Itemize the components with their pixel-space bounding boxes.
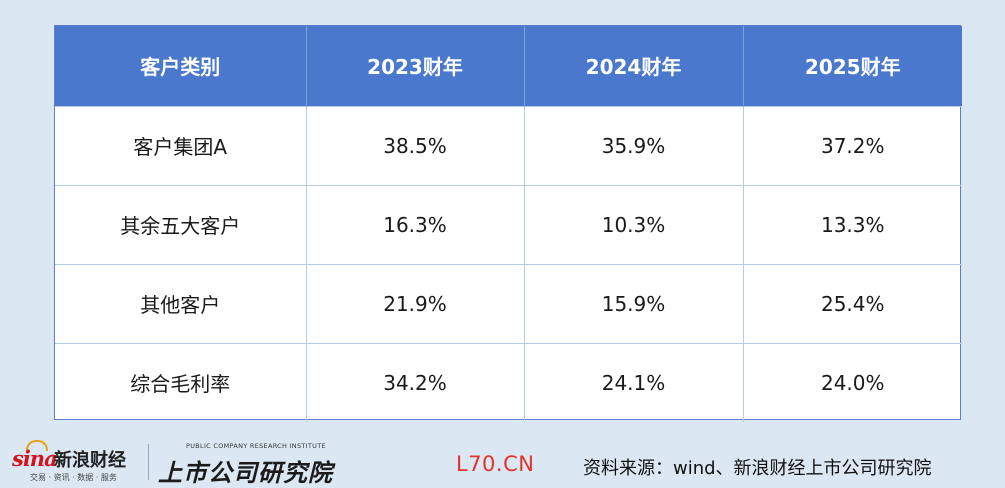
data-source-note: 资料来源：wind、新浪财经上市公司研究院 [583, 458, 932, 479]
header-fy2024: 2024财年 [524, 26, 744, 106]
cell-value: 21.9% [306, 263, 525, 343]
row-label: 其余五大客户 [55, 184, 307, 264]
header-fy2023: 2023财年 [306, 26, 525, 106]
data-table-container: 客户类别 2023财年 2024财年 2025财年 客户集团A 38.5% 35… [54, 25, 962, 422]
header-customer-category: 客户类别 [55, 26, 307, 106]
sina-logo-mark: sina [12, 446, 58, 471]
institute-name-cn: 上市公司研究院 [158, 458, 333, 487]
table-row: 客户集团A 38.5% 35.9% 37.2% [55, 105, 962, 185]
sina-eye-icon [26, 440, 48, 451]
cell-value: 38.5% [306, 105, 525, 185]
footer-bar: sina 新浪财经 交易 · 资讯 · 数据 · 服务 PUBLIC COMPA… [0, 430, 1005, 487]
sina-logo-tagline: 交易 · 资讯 · 数据 · 服务 [30, 473, 117, 482]
table-row: 综合毛利率 34.2% 24.1% 24.0% [55, 342, 962, 422]
table-row: 其余五大客户 16.3% 10.3% 13.3% [55, 184, 962, 264]
cell-value: 24.0% [743, 342, 962, 422]
logo-divider [148, 444, 149, 480]
header-fy2025: 2025财年 [743, 26, 962, 106]
cell-value: 25.4% [743, 263, 962, 343]
cell-value: 13.3% [743, 184, 962, 264]
cell-value: 34.2% [306, 342, 525, 422]
research-institute-logo: PUBLIC COMPANY RESEARCH INSTITUTE 上市公司研究… [156, 442, 346, 487]
cell-value: 16.3% [306, 184, 525, 264]
table-row: 其他客户 21.9% 15.9% 25.4% [55, 263, 962, 343]
watermark-text: L70.CN [456, 452, 535, 476]
customer-margin-table: 客户类别 2023财年 2024财年 2025财年 客户集团A 38.5% 35… [55, 26, 962, 422]
row-label: 客户集团A [55, 105, 307, 185]
table-header-row: 客户类别 2023财年 2024财年 2025财年 [55, 26, 962, 106]
cell-value: 10.3% [524, 184, 744, 264]
cell-value: 24.1% [524, 342, 744, 422]
cell-value: 35.9% [524, 105, 744, 185]
row-label: 其他客户 [55, 263, 307, 343]
sina-logo-name: 新浪财经 [54, 450, 126, 471]
institute-name-en: PUBLIC COMPANY RESEARCH INSTITUTE [186, 442, 326, 450]
row-label: 综合毛利率 [55, 342, 307, 422]
cell-value: 37.2% [743, 105, 962, 185]
cell-value: 15.9% [524, 263, 744, 343]
sina-finance-logo: sina 新浪财经 交易 · 资讯 · 数据 · 服务 [12, 440, 144, 484]
